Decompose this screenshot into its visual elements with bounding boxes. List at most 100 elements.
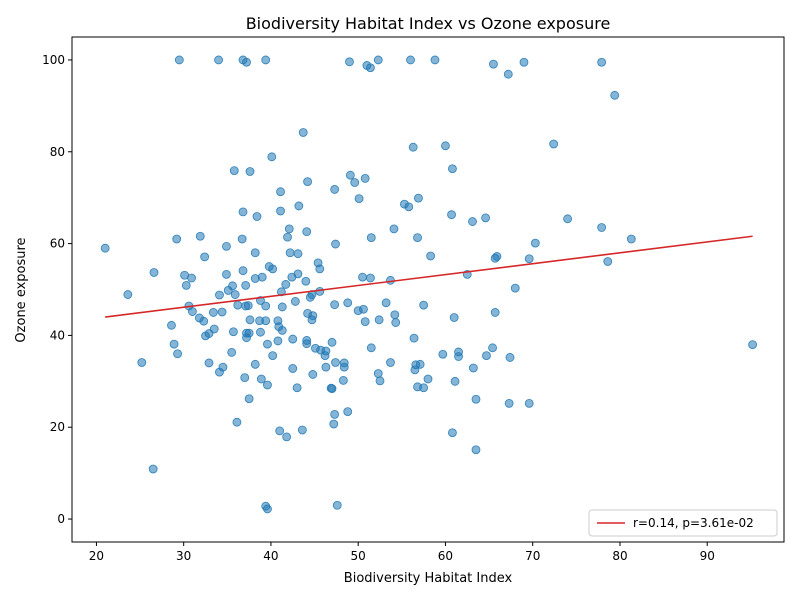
legend-box (588, 509, 778, 537)
data-point (252, 212, 262, 221)
data-point (471, 445, 481, 455)
data-point (250, 248, 260, 258)
data-point (409, 333, 419, 343)
data-point (490, 308, 500, 317)
x-axis-ticks: 20 30 40 50 60 70 80 90 (89, 542, 715, 563)
data-point (100, 243, 110, 253)
data-point (430, 55, 440, 65)
data-point (327, 384, 337, 394)
data-point (169, 339, 179, 349)
data-point (167, 320, 176, 330)
y-tick-label: 40 (50, 328, 65, 342)
data-point (389, 224, 399, 234)
data-point (504, 398, 514, 408)
data-point (245, 167, 255, 176)
data-point (298, 128, 308, 137)
data-point (441, 141, 450, 151)
data-point (375, 376, 385, 386)
data-point (610, 90, 620, 100)
data-point (223, 286, 233, 295)
data-point (373, 369, 383, 378)
data-point (276, 206, 285, 216)
data-point (447, 210, 456, 220)
data-point (519, 57, 529, 67)
data-point (123, 290, 133, 299)
data-point (419, 300, 429, 310)
data-point (277, 302, 287, 312)
data-point (423, 374, 433, 384)
data-point (419, 383, 429, 393)
data-point (288, 364, 298, 373)
data-point (250, 274, 260, 283)
regression-line (105, 235, 753, 318)
data-point (481, 213, 490, 223)
x-tick-label: 90 (700, 549, 715, 563)
data-point (490, 253, 500, 263)
data-point (358, 272, 367, 282)
data-point (468, 363, 478, 373)
data-point (222, 241, 231, 251)
data-point (261, 316, 271, 326)
data-point (232, 417, 242, 427)
data-point (307, 315, 317, 325)
data-point (415, 359, 425, 369)
y-tick-label: 60 (50, 237, 65, 251)
data-point (360, 173, 370, 183)
data-point (277, 325, 287, 335)
data-point (215, 367, 224, 377)
data-point (503, 69, 513, 79)
data-point (330, 185, 340, 194)
x-tick-label: 60 (438, 549, 453, 563)
data-point (245, 315, 255, 325)
data-point (390, 310, 400, 320)
data-point (294, 201, 304, 211)
data-point (204, 358, 214, 368)
x-tick-label: 80 (612, 549, 627, 563)
data-point (250, 359, 260, 369)
data-point (327, 337, 337, 347)
data-point (200, 252, 210, 262)
data-point (242, 333, 251, 343)
data-point (406, 55, 415, 65)
data-point (626, 234, 636, 244)
data-point (330, 409, 340, 419)
data-point (373, 55, 383, 65)
data-point (524, 254, 534, 264)
data-point (208, 308, 218, 317)
plot-frame (71, 36, 785, 543)
data-point (329, 419, 339, 429)
x-tick-label: 70 (525, 549, 540, 563)
data-point (215, 290, 224, 300)
data-point (201, 331, 210, 341)
x-tick-label: 20 (89, 549, 104, 563)
data-point (257, 272, 267, 282)
data-point (450, 376, 460, 386)
data-point (549, 139, 559, 149)
data-point (381, 298, 391, 308)
data-point (343, 407, 353, 417)
data-point (302, 339, 312, 349)
data-point (302, 227, 312, 237)
data-point (597, 223, 607, 232)
data-point (268, 264, 278, 274)
data-point (410, 365, 420, 375)
x-tick-label: 50 (351, 549, 366, 563)
data-point (261, 55, 271, 65)
data-point (173, 349, 182, 359)
data-point (343, 298, 353, 308)
data-point (263, 380, 272, 390)
data-point (233, 300, 243, 310)
data-point (137, 358, 147, 367)
data-point (261, 301, 271, 311)
data-point (524, 398, 534, 408)
data-point (354, 194, 364, 204)
data-point (303, 177, 312, 187)
data-point (488, 343, 497, 353)
data-point (227, 347, 237, 357)
data-point (305, 292, 315, 302)
data-point (230, 290, 240, 299)
data-point (293, 269, 303, 279)
data-point (404, 202, 414, 212)
